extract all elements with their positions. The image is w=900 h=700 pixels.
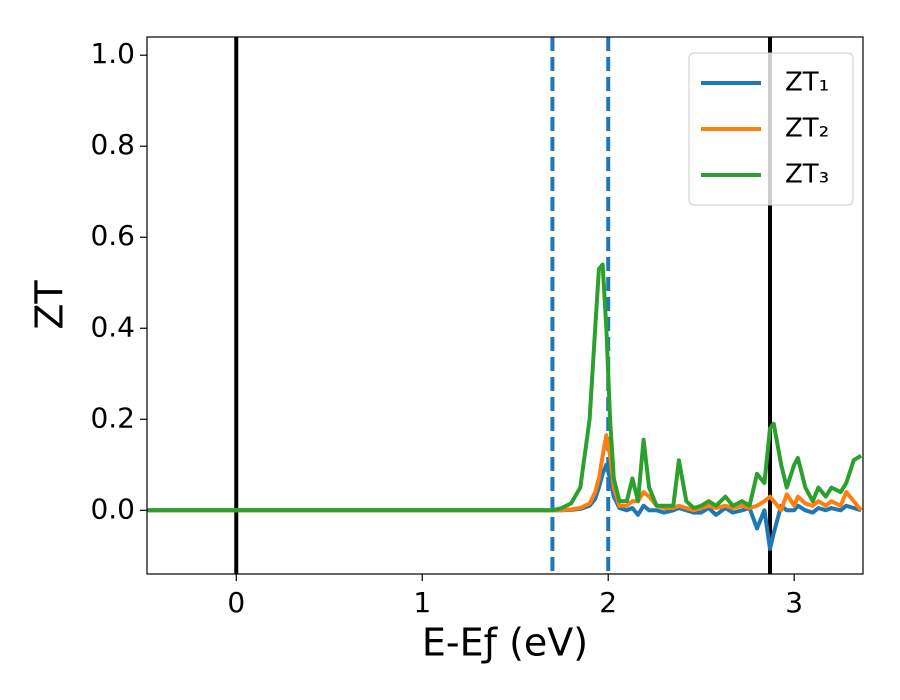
legend-box [688, 52, 854, 206]
legend-label: ZT₃ [785, 160, 829, 190]
y-tick-label: 1.0 [90, 37, 135, 70]
series-line [147, 462, 862, 551]
series-line [147, 262, 863, 513]
y-tick-label: 0.0 [90, 492, 135, 525]
x-tick-label: 2 [599, 586, 617, 619]
legend-label: ZT₁ [785, 68, 829, 98]
legend-label: ZT₂ [785, 114, 829, 144]
y-tick-label: 0.6 [90, 219, 135, 252]
x-tick-label: 0 [227, 586, 245, 619]
x-tick-label: 3 [785, 586, 803, 619]
y-tick-label: 0.4 [90, 310, 135, 343]
y-tick-label: 0.8 [90, 128, 135, 161]
x-tick-label: 1 [413, 586, 431, 619]
series-line [147, 433, 863, 513]
x-axis-label: E-Eƒ (eV) [422, 621, 588, 665]
y-axis-label: ZT [28, 280, 72, 330]
axes-frame [146, 36, 864, 575]
y-tick-label: 0.2 [90, 401, 135, 434]
